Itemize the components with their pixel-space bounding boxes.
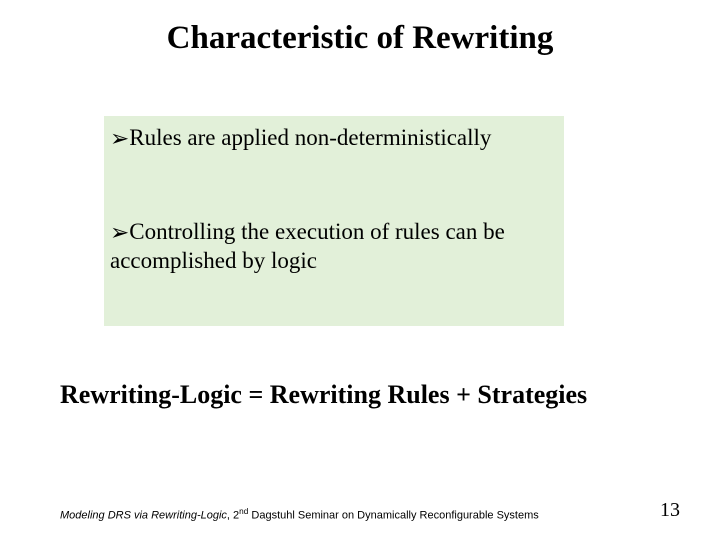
- page-number: 13: [660, 499, 680, 522]
- footer-italic: Modeling DRS via Rewriting-Logic: [60, 510, 227, 522]
- bullet-text: Rules are applied non-deterministically: [129, 125, 491, 150]
- bullet-arrow-icon: ➢: [110, 218, 129, 247]
- bullet-item: ➢Controlling the execution of rules can …: [110, 218, 560, 276]
- bullet-item: ➢Rules are applied non-deterministically: [110, 124, 560, 153]
- footer-rest: Dagstuhl Seminar on Dynamically Reconfig…: [248, 510, 538, 522]
- bullet-text: Controlling the execution of rules can b…: [110, 219, 505, 273]
- slide: Characteristic of Rewriting ➢Rules are a…: [0, 0, 720, 540]
- bullet-arrow-icon: ➢: [110, 124, 129, 153]
- equation-text: Rewriting-Logic = Rewriting Rules + Stra…: [60, 380, 660, 410]
- footer-ord-sup: nd: [239, 507, 248, 516]
- slide-title: Characteristic of Rewriting: [0, 20, 720, 57]
- footer-text: Modeling DRS via Rewriting-Logic, 2nd Da…: [60, 507, 600, 522]
